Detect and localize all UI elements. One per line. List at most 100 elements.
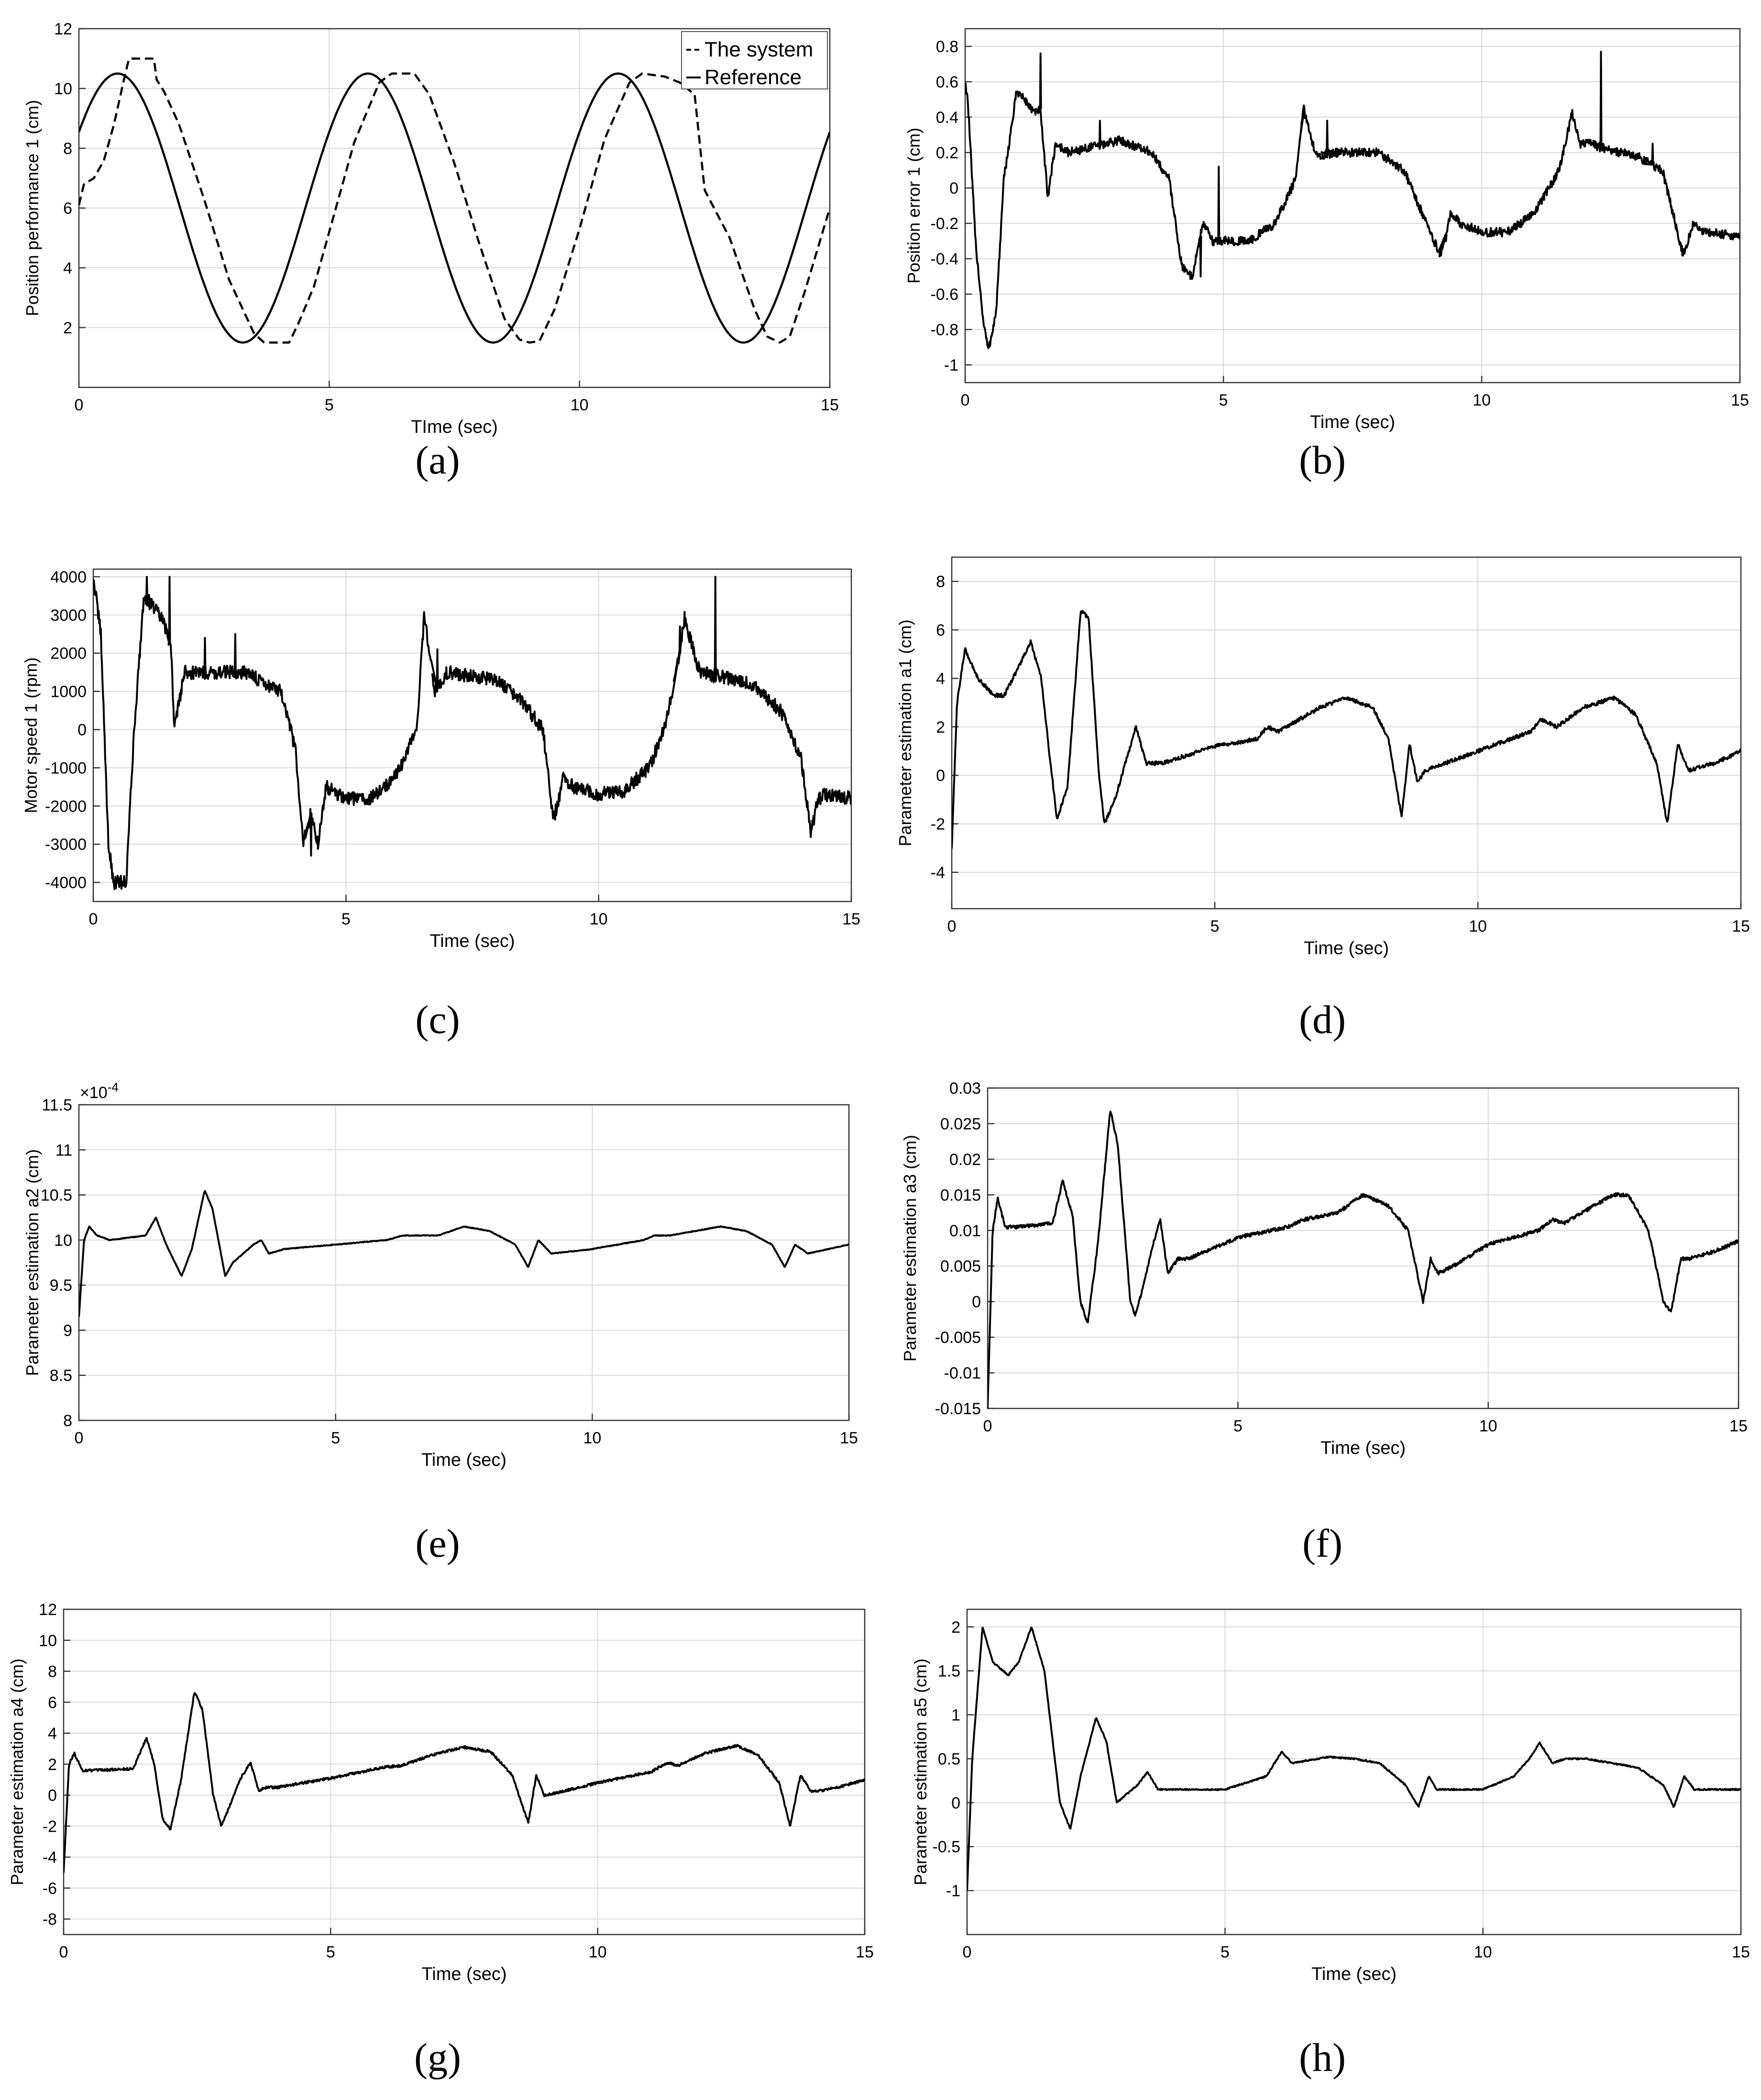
y-tick-label: 2000 bbox=[50, 645, 87, 663]
y-tick-label: 9.5 bbox=[50, 1276, 72, 1295]
y-tick-label: -0.015 bbox=[935, 1400, 981, 1418]
y-tick-label: 10.5 bbox=[41, 1187, 72, 1205]
y-tick-label: 0 bbox=[972, 1293, 981, 1311]
y-axis-label: Parameter estimation a5 (cm) bbox=[911, 1659, 930, 1885]
y-tick-label: -0.01 bbox=[944, 1364, 981, 1383]
y-tick-label: 10 bbox=[54, 80, 72, 98]
x-tick-label: 10 bbox=[1479, 1417, 1497, 1435]
y-tick-label: -8 bbox=[43, 1911, 57, 1929]
y-tick-label: 0.5 bbox=[938, 1750, 960, 1768]
x-tick-label: 5 bbox=[1211, 917, 1220, 935]
y-tick-label: -2 bbox=[43, 1817, 57, 1836]
series-group bbox=[79, 57, 830, 344]
y-tick-label: 2 bbox=[48, 1756, 57, 1774]
panel-caption: (c) bbox=[415, 998, 460, 1042]
x-tick-label: 5 bbox=[331, 1429, 340, 1447]
y-tick-label: 6 bbox=[936, 621, 945, 639]
y-tick-label: 8 bbox=[63, 1412, 72, 1430]
panel-caption: (d) bbox=[1299, 998, 1346, 1042]
y-tick-label: 6 bbox=[63, 199, 72, 218]
series-line-a-1 bbox=[79, 72, 830, 344]
series-group bbox=[988, 1110, 1739, 1408]
series-line-g-0 bbox=[64, 1692, 865, 1873]
y-tick-label: 6 bbox=[48, 1693, 57, 1712]
y-axis-label: Position performance 1 (cm) bbox=[22, 100, 42, 316]
series-line-d-0 bbox=[952, 610, 1741, 849]
series-group bbox=[93, 576, 851, 890]
y-axis-label: Parameter estimation a2 (cm) bbox=[22, 1149, 42, 1376]
x-tick-label: 0 bbox=[983, 1417, 992, 1435]
x-axis-label: Time (sec) bbox=[421, 1964, 506, 1984]
y-tick-label: -0.5 bbox=[932, 1838, 960, 1856]
y-tick-label: 1.5 bbox=[938, 1662, 960, 1681]
x-tick-label: 5 bbox=[1219, 391, 1228, 409]
x-axis-label: TIme (sec) bbox=[411, 417, 498, 437]
y-tick-label: -4 bbox=[931, 864, 945, 882]
series-group bbox=[79, 1190, 849, 1317]
x-tick-label: 10 bbox=[589, 1943, 607, 1961]
series-group bbox=[64, 1692, 865, 1873]
y-tick-label: -6 bbox=[43, 1880, 57, 1898]
y-tick-label: 11 bbox=[55, 1141, 72, 1159]
y-tick-label: 0.8 bbox=[936, 38, 958, 56]
y-tick-label: 11.5 bbox=[42, 1096, 72, 1114]
y-tick-label: 0.03 bbox=[949, 1079, 981, 1098]
x-tick-label: 5 bbox=[1221, 1943, 1230, 1961]
legend-entry: The system bbox=[704, 38, 813, 61]
series-line-f-0 bbox=[988, 1110, 1739, 1408]
x-tick-label: 5 bbox=[325, 396, 334, 414]
panel-caption: (e) bbox=[415, 1521, 460, 1566]
x-tick-label: 0 bbox=[75, 396, 84, 414]
y-tick-label: 4 bbox=[48, 1725, 57, 1743]
legend-box bbox=[681, 31, 828, 89]
y-tick-label: 3000 bbox=[50, 606, 87, 625]
panel-caption: (b) bbox=[1299, 438, 1346, 483]
y-tick-label: -0.2 bbox=[930, 215, 958, 233]
y-tick-label: 0.005 bbox=[940, 1257, 981, 1275]
x-tick-label: 0 bbox=[961, 391, 970, 409]
y-axis-label: Motor speed 1 (rpm) bbox=[21, 657, 41, 813]
series-line-e-0 bbox=[79, 1190, 849, 1317]
x-tick-label: 15 bbox=[840, 1429, 858, 1447]
x-tick-label: 10 bbox=[571, 396, 589, 414]
y-tick-label: 0.02 bbox=[949, 1151, 981, 1169]
panel-caption: (h) bbox=[1299, 2035, 1346, 2080]
panel-caption: (g) bbox=[414, 2035, 461, 2080]
x-tick-label: 15 bbox=[842, 910, 860, 928]
y-tick-label: 10 bbox=[54, 1231, 72, 1250]
x-tick-label: 0 bbox=[89, 910, 98, 928]
y-tick-label: -4 bbox=[43, 1848, 57, 1867]
y-tick-label: 0.4 bbox=[936, 109, 958, 127]
y-tick-label: 9 bbox=[63, 1321, 72, 1340]
series-line-b-0 bbox=[965, 51, 1740, 349]
x-tick-label: 10 bbox=[1473, 391, 1491, 409]
x-tick-label: 10 bbox=[1469, 917, 1487, 935]
y-tick-label: 0.025 bbox=[940, 1115, 981, 1133]
panel-caption: (f) bbox=[1302, 1521, 1343, 1566]
series-line-h-0 bbox=[967, 1627, 1741, 1891]
y-tick-label: 2 bbox=[63, 319, 72, 337]
panel-c: 0 5 10 15 -4000 -3000 -2000 -1000 0 1000 2000 3000 4… bbox=[21, 568, 860, 1042]
x-tick-label: 15 bbox=[856, 1943, 874, 1961]
y-tick-label: -0.4 bbox=[930, 250, 958, 268]
y-tick-label: 8 bbox=[48, 1663, 57, 1681]
y-axis-label: Position error 1 (cm) bbox=[904, 128, 924, 284]
y-axis-label: Parameter estimation a4 (cm) bbox=[7, 1659, 27, 1885]
y-tick-label: -2000 bbox=[45, 797, 87, 815]
x-tick-label: 15 bbox=[1731, 391, 1749, 409]
panel-b: 0 5 10 15 -1 -0.8 -0.6 -0.4 -0.2 0 0.2 0.4 0.6 0.8 Tim… bbox=[904, 28, 1749, 483]
x-axis-label: Time (sec) bbox=[421, 1450, 506, 1470]
y-tick-label: 8 bbox=[63, 140, 72, 158]
y-tick-label: 4 bbox=[63, 259, 72, 277]
y-tick-label: 2 bbox=[951, 1618, 960, 1637]
panel-d: 0 5 10 15 -4 -2 0 2 4 6 8 Time (sec) Parameter estim… bbox=[895, 556, 1750, 1042]
y-tick-label: 0 bbox=[951, 1794, 960, 1812]
x-tick-label: 5 bbox=[341, 910, 351, 928]
plot-frame bbox=[966, 1608, 1742, 1935]
y-tick-label: 8.5 bbox=[50, 1367, 72, 1385]
y-tick-label: -1000 bbox=[45, 759, 87, 777]
y-tick-label: -4000 bbox=[45, 874, 87, 892]
series-group bbox=[967, 1627, 1741, 1891]
x-tick-label: 10 bbox=[1474, 1943, 1492, 1961]
